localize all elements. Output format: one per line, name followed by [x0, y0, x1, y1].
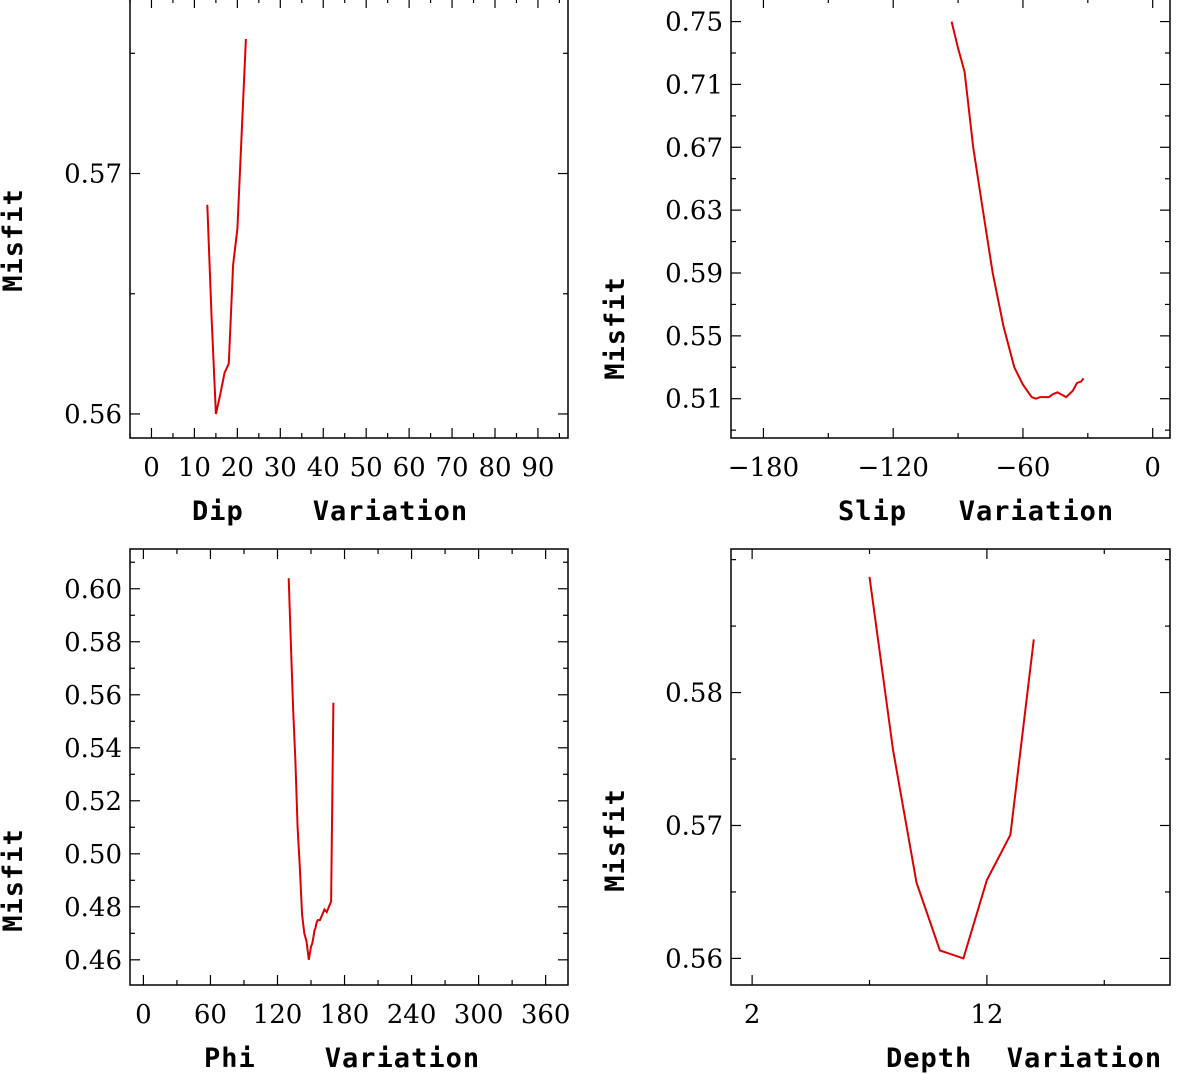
- depth-y-tick-label: 0.57: [665, 811, 723, 841]
- dip-tick-labels: 0 10 20 30 40 50 60 70 80 90 0.56 0.57: [64, 160, 554, 483]
- phi-x-tick-label: 60: [194, 1000, 227, 1030]
- slip-y-tick-label: 0.63: [665, 196, 723, 226]
- dip-x-axis-label: Dip Variation: [192, 496, 468, 527]
- depth-y-axis-label: Misfit: [600, 788, 631, 892]
- depth-tick-labels: 2 12 0.56 0.57 0.58: [665, 679, 1003, 1030]
- slip-y-tick-label: 0.59: [665, 259, 723, 289]
- phi-x-tick-label: 120: [253, 1000, 303, 1030]
- slip-y-tick-label: 0.67: [665, 133, 723, 163]
- depth-plot-frame: [730, 548, 1171, 986]
- slip-y-tick-label: 0.71: [665, 70, 723, 100]
- dip-x-tick-label: 20: [221, 453, 254, 483]
- slip-y-tick-label: 0.75: [665, 8, 723, 38]
- phi-x-tick-label: 240: [387, 1000, 437, 1030]
- phi-x-tick-label: 300: [454, 1000, 504, 1030]
- dip-x-tick-label: 70: [436, 453, 469, 483]
- phi-x-tick-label: 180: [320, 1000, 370, 1030]
- phi-y-tick-label: 0.54: [64, 734, 122, 764]
- phi-x-tick-label: 360: [521, 1000, 571, 1030]
- phi-y-tick-label: 0.46: [64, 946, 122, 976]
- depth-y-tick-label: 0.58: [665, 679, 723, 709]
- slip-tick-labels: −180 −120 −60 0 0.51 0.55 0.59 0.63 0.67 0.71 0.75: [665, 8, 1161, 483]
- dip-y-tick-label: 0.57: [64, 160, 122, 190]
- dip-x-tick-label: 10: [178, 453, 211, 483]
- phi-y-tick-label: 0.60: [64, 575, 122, 605]
- dip-plot-frame: [129, 0, 569, 439]
- dip-ticks: [129, 0, 568, 438]
- slip-y-axis-label: Misfit: [600, 276, 631, 380]
- phi-y-tick-label: 0.56: [64, 681, 122, 711]
- depth-y-tick-label: 0.56: [665, 944, 723, 974]
- phi-y-tick-label: 0.52: [64, 787, 122, 817]
- dip-x-tick-label: 40: [307, 453, 340, 483]
- dip-x-tick-label: 50: [350, 453, 383, 483]
- slip-x-tick-label: −180: [728, 453, 799, 483]
- phi-panel: 0 60 120 180 240 300 360 0.46 0.48 0.50 0.52 0.54 0.…: [0, 548, 570, 1074]
- slip-x-tick-label: 0: [1144, 453, 1161, 483]
- depth-panel: 2 12 0.56 0.57 0.58 Depth Variation Misfit: [600, 548, 1171, 1074]
- slip-panel: −180 −120 −60 0 0.51 0.55 0.59 0.63 0.67 0.71 0.75…: [600, 0, 1171, 527]
- phi-y-axis-label: Misfit: [0, 828, 29, 932]
- slip-misfit-curve: [950, 21, 1085, 400]
- slip-x-tick-label: −60: [996, 453, 1051, 483]
- dip-y-axis-label: Misfit: [0, 188, 29, 292]
- phi-y-tick-label: 0.48: [64, 893, 122, 923]
- slip-y-tick-label: 0.51: [665, 385, 723, 415]
- phi-y-tick-label: 0.50: [64, 840, 122, 870]
- dip-x-tick-label: 90: [521, 453, 554, 483]
- dip-panel: 0 10 20 30 40 50 60 70 80 90 0.56 0.57 Dip Variatio…: [0, 0, 569, 527]
- depth-ticks: [731, 549, 1170, 985]
- phi-x-axis-label: Phi Variation: [204, 1043, 480, 1074]
- depth-x-tick-label: 2: [744, 1000, 761, 1030]
- slip-y-tick-label: 0.55: [665, 322, 723, 352]
- phi-x-tick-label: 0: [135, 1000, 152, 1030]
- dip-y-tick-label: 0.56: [64, 400, 122, 430]
- phi-y-tick-label: 0.58: [64, 628, 122, 658]
- phi-tick-labels: 0 60 120 180 240 300 360 0.46 0.48 0.50 0.52 0.54 0.…: [64, 575, 570, 1030]
- dip-x-tick-label: 60: [393, 453, 426, 483]
- phi-ticks: [130, 549, 568, 985]
- dip-misfit-curve: [206, 38, 247, 415]
- dip-x-tick-label: 80: [478, 453, 511, 483]
- depth-x-axis-label: Depth Variation: [886, 1043, 1162, 1074]
- dip-x-tick-label: 0: [143, 453, 160, 483]
- phi-misfit-curve: [287, 578, 335, 960]
- phi-plot-frame: [129, 548, 569, 986]
- depth-misfit-curve: [868, 576, 1035, 960]
- slip-x-axis-label: Slip Variation: [838, 496, 1114, 527]
- slip-plot-frame: [730, 0, 1171, 439]
- slip-x-tick-label: −120: [857, 453, 928, 483]
- dip-x-tick-label: 30: [264, 453, 297, 483]
- slip-ticks: [731, 0, 1170, 438]
- depth-x-tick-label: 12: [970, 1000, 1003, 1030]
